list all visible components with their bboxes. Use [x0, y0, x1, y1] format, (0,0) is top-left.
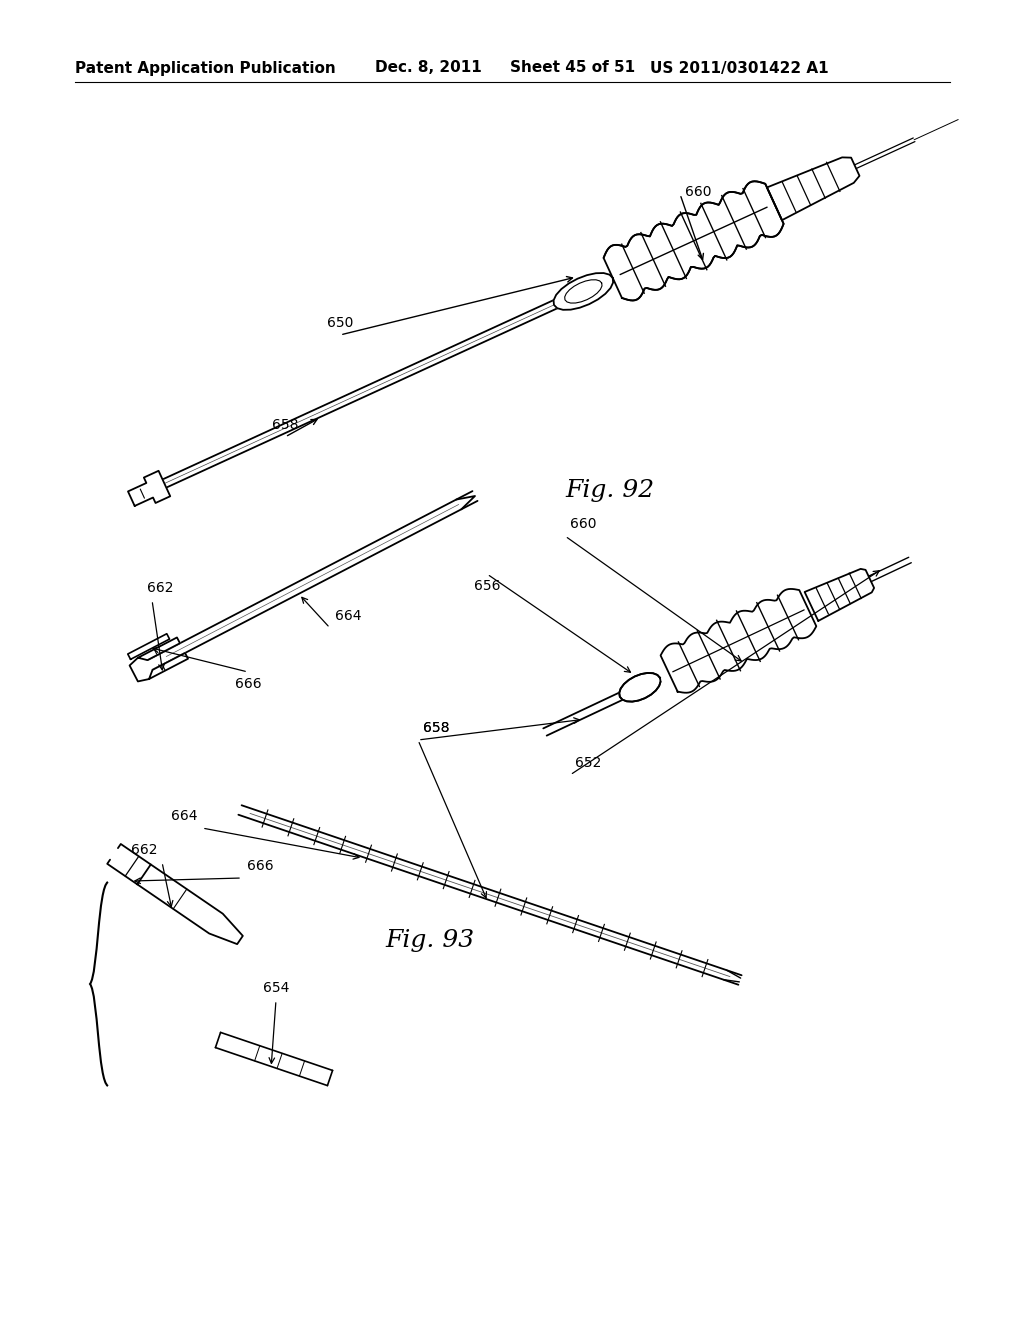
Text: Patent Application Publication: Patent Application Publication: [75, 61, 336, 75]
Text: 660: 660: [685, 185, 712, 199]
Polygon shape: [554, 273, 613, 310]
Polygon shape: [620, 673, 660, 702]
Text: 658: 658: [423, 721, 450, 735]
Polygon shape: [138, 638, 180, 660]
Polygon shape: [128, 634, 170, 659]
Text: 652: 652: [575, 756, 601, 770]
Polygon shape: [605, 181, 783, 301]
Text: 662: 662: [130, 843, 157, 857]
Text: 662: 662: [147, 581, 173, 595]
Text: 654: 654: [263, 981, 289, 995]
Polygon shape: [137, 865, 243, 944]
Text: 658: 658: [271, 418, 298, 432]
Text: Sheet 45 of 51: Sheet 45 of 51: [510, 61, 635, 75]
Text: 664: 664: [335, 609, 361, 623]
Polygon shape: [128, 471, 170, 506]
Text: 666: 666: [247, 859, 273, 873]
Polygon shape: [805, 569, 874, 620]
Text: 666: 666: [234, 677, 261, 690]
Text: Dec. 8, 2011: Dec. 8, 2011: [375, 61, 481, 75]
Text: Fig. 93: Fig. 93: [385, 928, 474, 952]
Polygon shape: [767, 157, 859, 220]
Polygon shape: [660, 589, 816, 693]
Text: Fig. 92: Fig. 92: [565, 479, 654, 502]
Text: 658: 658: [423, 721, 450, 735]
Text: 660: 660: [570, 517, 597, 531]
Text: 656: 656: [474, 579, 501, 593]
Text: US 2011/0301422 A1: US 2011/0301422 A1: [650, 61, 828, 75]
Text: 664: 664: [171, 809, 197, 822]
Text: 650: 650: [327, 315, 353, 330]
Polygon shape: [150, 653, 188, 678]
